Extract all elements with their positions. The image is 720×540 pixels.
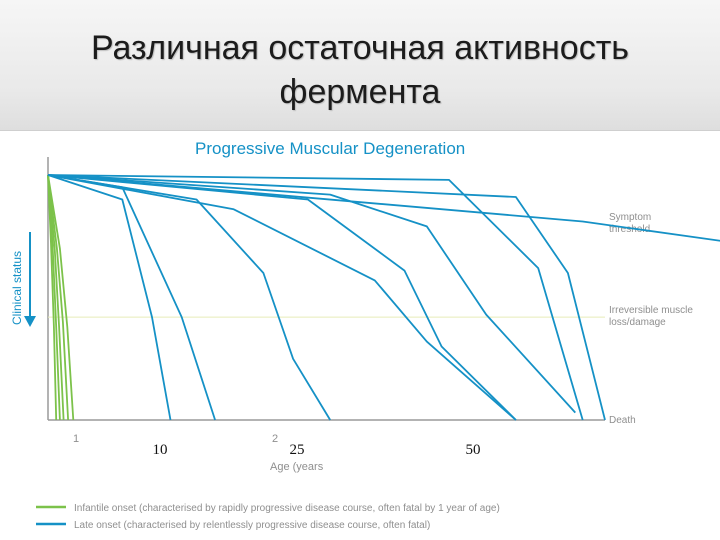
- slide-title-line-2: фермента: [279, 73, 441, 111]
- slide-title: Различная остаточная активность фермента: [0, 26, 720, 114]
- chart-title: Progressive Muscular Degeneration: [195, 139, 465, 158]
- infantile-onset-line: [47, 174, 75, 421]
- x-tick-labels: 1 2 10 25 50: [73, 433, 481, 458]
- level-label: Irreversible muscle loss/damage: [609, 305, 693, 328]
- chart-legend: Infantile onset (characterised by rapidl…: [36, 503, 500, 531]
- legend-entry: Late onset (characterised by relentlessl…: [74, 520, 430, 531]
- late-onset-line: [47, 174, 584, 421]
- threshold-levels: Symptom threshold Irreversible muscle loss/…: [48, 212, 693, 426]
- x-tick-label: 1: [73, 433, 79, 445]
- x-overlay-label: 25: [290, 442, 305, 458]
- late-onset-line: [47, 174, 720, 242]
- series-lines: [47, 174, 720, 421]
- level-label: Symptom threshold: [609, 212, 651, 235]
- slide-title-line-1: Различная остаточная активность: [90, 29, 629, 67]
- late-onset-line: [47, 174, 331, 421]
- late-onset-line: [47, 174, 517, 421]
- y-axis-label: Clinical status: [10, 251, 24, 325]
- infantile-onset-line: [47, 174, 69, 421]
- late-onset-line: [47, 174, 517, 421]
- late-onset-line: [47, 174, 606, 421]
- late-onset-line: [47, 174, 172, 421]
- x-overlay-label: 50: [466, 442, 481, 458]
- late-onset-line: [47, 174, 576, 414]
- y-axis-direction-arrow: [24, 232, 36, 327]
- x-overlay-label: 10: [153, 442, 168, 458]
- x-axis-label: Age (years: [270, 461, 324, 473]
- infantile-onset-line: [47, 174, 65, 421]
- slide-header: Различная остаточная активность фермента: [0, 0, 720, 131]
- late-onset-line: [47, 174, 216, 421]
- level-label: Death: [609, 415, 636, 426]
- x-tick-label: 2: [272, 433, 278, 445]
- legend-entry: Infantile onset (characterised by rapidl…: [74, 503, 500, 514]
